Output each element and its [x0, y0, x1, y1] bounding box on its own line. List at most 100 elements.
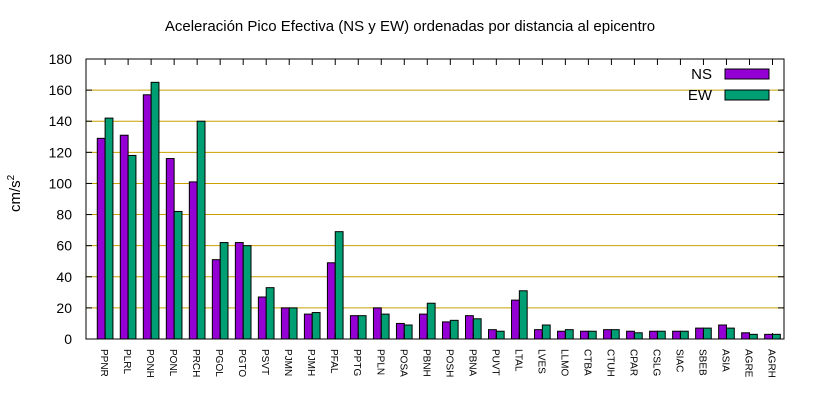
x-tick-label: PFAL [328, 349, 339, 374]
bar-ns-prch [188, 181, 198, 340]
legend-label: EW [688, 87, 713, 104]
x-axis: PPNR PLRL PONH PONL PRCH PGOL PGTO PSVT PJMN PJMH… [98, 59, 776, 378]
x-tick-label: SBEB [696, 349, 707, 376]
y-tick-label: 20 [56, 300, 72, 316]
bar-ew-puvt [495, 330, 505, 340]
bar-ew-posh [449, 319, 459, 340]
bar-ns-posh [441, 321, 451, 340]
bar-ew-ponl [173, 210, 183, 340]
bar-ew-cpar [633, 332, 643, 340]
plot-frame [85, 58, 785, 340]
x-tick-label: PUVT [489, 349, 500, 376]
bar-ew-ppln [380, 313, 390, 340]
y-tick-label: 140 [49, 113, 73, 129]
bar-ew-siac [679, 330, 689, 340]
y-tick-label: 120 [49, 144, 73, 160]
y-tick-label: 60 [56, 238, 72, 254]
bar-ns-cslg [649, 330, 658, 340]
x-tick-label: AGRE [742, 349, 753, 378]
x-tick-label: PPTG [351, 349, 362, 376]
legend: NS EW [688, 66, 770, 104]
y-tick-label: 80 [56, 207, 72, 223]
bar-ew-pjmh [311, 312, 321, 340]
bar-ns-ponl [165, 158, 175, 340]
x-tick-label: PBNH [420, 349, 431, 377]
x-tick-label: PPNR [98, 349, 109, 377]
bar-ns-pbna [464, 315, 474, 340]
bar-ew-pfal [334, 231, 344, 340]
y-axis-label: cm/s2 [6, 175, 24, 212]
bar-ew-sbeb [702, 327, 712, 340]
bar-ns-ctuh [603, 329, 612, 340]
x-tick-label: LVES [535, 349, 546, 374]
bar-ns-pgol [211, 259, 221, 340]
bar-ns-ctba [580, 330, 589, 340]
y-axis-label-exponent: 2 [6, 174, 17, 181]
x-tick-label: POSH [443, 349, 454, 377]
bar-ns-ppln [372, 307, 382, 340]
bar-ns-sbeb [695, 327, 704, 340]
bar-ns-psvt [257, 296, 267, 340]
y-tick-label: 160 [49, 82, 73, 98]
x-tick-label: POSA [397, 349, 408, 377]
x-tick-label: CTBA [581, 349, 592, 376]
bar-ns-plrl [119, 134, 129, 340]
y-tick-label: 180 [49, 51, 73, 67]
bar-ns-llmo [557, 330, 566, 340]
bar-ns-asia [718, 324, 727, 340]
bar-ew-lves [541, 324, 551, 340]
bar-ns-pptg [349, 315, 359, 340]
bar-ew-ltal [518, 290, 528, 340]
legend-swatch-ew [724, 89, 770, 101]
bar-ns-pjmh [303, 313, 313, 340]
bar-ew-prch [196, 120, 206, 340]
y-axis: 0 20 40 60 80 100 120 140 160 180 [49, 51, 784, 347]
bar-ew-pbnh [426, 302, 436, 340]
x-tick-label: PSVT [259, 349, 270, 375]
x-tick-label: PJMH [305, 349, 316, 376]
x-tick-label: ASIA [719, 349, 730, 372]
bar-ns-pbnh [418, 313, 428, 340]
legend-swatch-ns [724, 68, 770, 80]
x-tick-label: PRCH [190, 349, 201, 377]
bar-ew-ponh [150, 81, 160, 340]
x-tick-label: LTAL [512, 349, 523, 372]
bar-ns-agrh [764, 333, 773, 340]
bar-ew-psvt [265, 287, 275, 340]
bar-ns-pgto [234, 242, 244, 340]
bar-ew-cslg [656, 330, 666, 340]
x-tick-label: PONL [167, 349, 178, 377]
bar-ns-agre [741, 332, 750, 340]
chart-title: Aceleración Pico Efectiva (NS y EW) orde… [164, 18, 656, 35]
x-tick-label: PGTO [236, 349, 247, 377]
bar-ns-ppnr [96, 137, 106, 340]
bar-ns-pfal [326, 262, 336, 340]
bar-ew-pptg [357, 315, 367, 340]
bar-ns-ltal [511, 299, 520, 340]
bar-ns-lves [534, 329, 543, 340]
bar-ns-ponh [142, 94, 152, 340]
x-tick-label: CSLG [650, 349, 661, 376]
bar-ew-pgol [219, 242, 229, 340]
bar-ew-asia [725, 327, 735, 340]
x-tick-label: PPLN [374, 349, 385, 375]
x-tick-label: SIAC [673, 349, 684, 372]
y-tick-label: 40 [56, 269, 72, 285]
y-tick-label: 100 [49, 175, 73, 191]
bar-ew-llmo [564, 329, 574, 340]
bar-ew-pbna [472, 318, 482, 340]
x-tick-label: CPAR [627, 349, 638, 376]
bar-ew-ppnr [104, 117, 114, 340]
y-tick-label: 0 [64, 331, 72, 347]
x-tick-label: PBNA [466, 349, 477, 377]
x-tick-label: CTUH [604, 349, 615, 377]
bar-ns-puvt [488, 329, 497, 340]
bar-ew-agrh [771, 333, 781, 340]
bar-ew-posa [403, 324, 413, 340]
bar-ew-pgto [242, 245, 252, 340]
bar-ns-siac [672, 330, 681, 340]
bar-ns-cpar [626, 330, 635, 340]
x-tick-label: PONH [144, 349, 155, 378]
bar-ns-posa [395, 322, 405, 340]
